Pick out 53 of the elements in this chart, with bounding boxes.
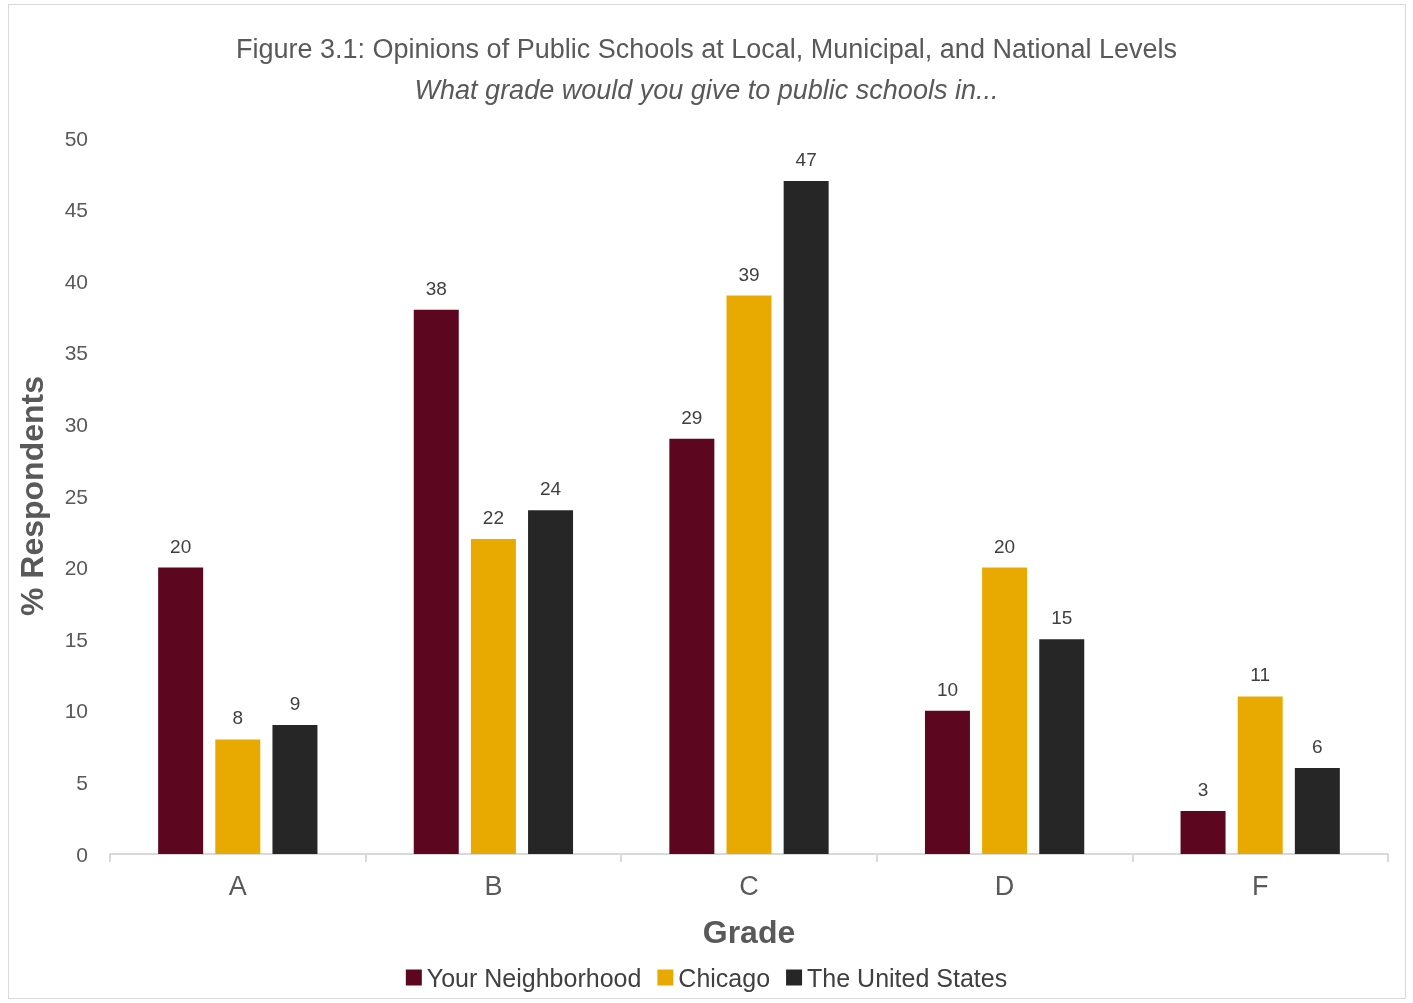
y-tick-label: 20 [64,556,88,580]
y-tick-label: 25 [64,484,88,508]
data-label: 24 [539,478,562,500]
bar [528,510,574,854]
legend-label: The United States [807,963,1008,992]
bar [1237,696,1283,854]
x-tick-label: B [484,870,503,901]
legend-label: Your Neighborhood [426,963,642,992]
y-tick-label: 40 [64,269,88,293]
bar [215,739,261,854]
data-label: 39 [738,263,760,285]
y-tick-label: 10 [64,699,88,723]
chart-subtitle: What grade would you give to public schools in... [414,74,999,105]
bar [1039,639,1085,854]
x-tick-label: C [739,870,759,901]
data-label: 6 [1312,736,1323,758]
x-tick-label: D [994,870,1015,901]
data-label: 10 [936,678,959,700]
y-axis-title: % Respondents [14,375,50,617]
y-tick-label: 45 [64,198,88,222]
bar [982,567,1028,854]
bar [470,538,516,854]
data-label: 38 [425,277,447,299]
data-label: 3 [1197,779,1209,801]
x-tick-label: A [228,870,247,901]
legend-label: Chicago [678,963,771,992]
bar [783,180,829,854]
data-label: 22 [482,506,504,528]
x-axis-title: Grade [702,914,796,950]
bar [924,710,970,854]
y-tick-label: 30 [64,412,88,436]
y-tick-label: 35 [64,341,88,365]
data-label: 8 [232,707,244,729]
bar [1180,811,1226,854]
y-tick-label: 15 [64,627,88,651]
data-label: 20 [994,535,1016,557]
bar [158,567,204,854]
data-label: 47 [795,148,817,170]
y-tick-label: 50 [64,126,88,150]
chart-title: Figure 3.1: Opinions of Public Schools at Local, Municipal, and National Levels [235,33,1178,64]
bar [413,309,459,854]
data-label: 9 [289,693,301,715]
data-label: 29 [681,406,703,428]
bar [272,725,318,854]
bar [1294,768,1340,854]
data-label: 15 [1051,607,1073,629]
x-tick-label: F [1251,870,1269,901]
y-tick-label: 0 [76,842,88,866]
data-label: 20 [170,535,192,557]
bar [669,438,715,854]
y-tick-label: 5 [76,770,88,794]
bar [726,295,772,854]
data-label: 11 [1250,664,1271,686]
